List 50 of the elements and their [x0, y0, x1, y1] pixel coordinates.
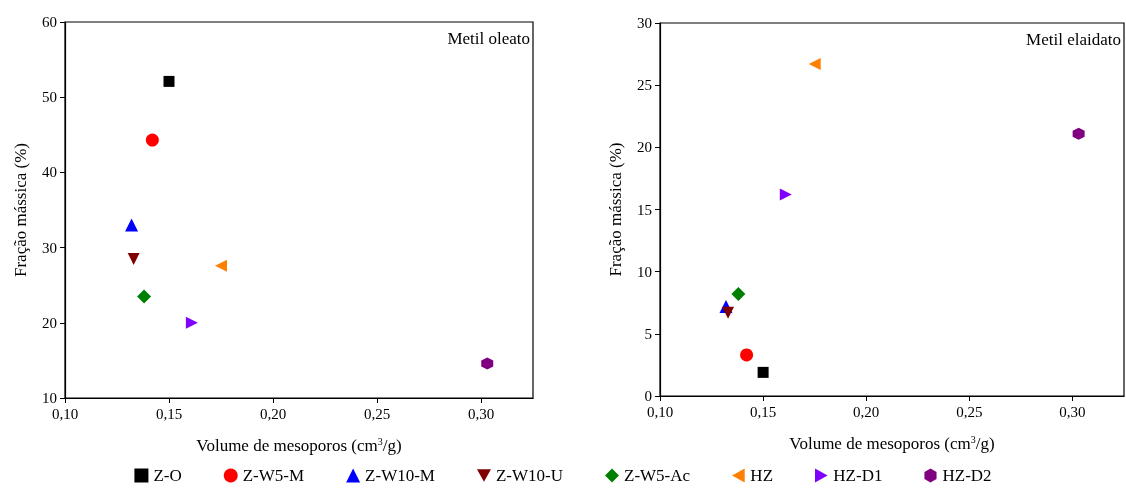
y-tick-label: 15 [637, 201, 652, 218]
point [808, 58, 821, 71]
y-tick-label: 20 [637, 139, 652, 156]
point [1072, 127, 1085, 140]
y-tick-label: 10 [42, 390, 57, 406]
x-tick-label: 0,30 [1059, 403, 1086, 420]
y-tick-label: 25 [637, 77, 652, 94]
legend-label: Z-W5-M [242, 466, 305, 485]
point [127, 252, 140, 265]
x-tick-label: 0,15 [749, 403, 777, 420]
y-axis-title: Fração mássica (%) [606, 142, 625, 277]
y-axis-title: Fração mássica (%) [11, 142, 30, 278]
x-tick-label: 0,20 [259, 405, 287, 422]
point [757, 366, 769, 378]
annotation: Metil elaidato [1026, 30, 1121, 49]
point [740, 348, 754, 362]
point [779, 188, 792, 201]
y-tick-label: 0 [644, 388, 652, 404]
point [731, 287, 746, 302]
point [163, 75, 175, 87]
y-tick-label: 50 [42, 89, 57, 106]
y-tick-label: 10 [637, 263, 652, 280]
legend-label: Z-W10-U [495, 466, 563, 485]
legend-label: HZ [750, 466, 774, 485]
x-tick-label: 0,10 [51, 405, 79, 422]
point [125, 218, 139, 232]
legend-label: Z-W5-Ac [624, 466, 691, 485]
legend-label: Z-O [153, 466, 182, 485]
point [215, 259, 227, 272]
y-tick-label: 30 [42, 239, 57, 256]
point [145, 133, 159, 147]
y-tick-label: 20 [42, 314, 57, 331]
point [185, 316, 198, 329]
x-tick-label: 0,25 [956, 403, 983, 420]
point [137, 289, 152, 304]
point [722, 306, 735, 319]
x-tick-label: 0,10 [646, 403, 674, 420]
annotation: Metil oleato [447, 29, 531, 48]
x-tick-label: 0,15 [155, 405, 183, 422]
x-tick-label: 0,20 [853, 403, 880, 420]
legend-label: Z-W10-M [365, 466, 435, 485]
y-tick-label: 5 [644, 325, 652, 342]
y-tick-label: 30 [637, 15, 652, 31]
x-tick-label: 0,25 [363, 405, 391, 422]
legend-label: HZ-D2 [942, 466, 992, 485]
y-tick-label: 40 [42, 164, 57, 181]
point [481, 357, 494, 370]
y-tick-label: 60 [42, 14, 57, 30]
legend-label: HZ-D1 [833, 466, 883, 485]
x-tick-label: 0,30 [467, 405, 495, 422]
